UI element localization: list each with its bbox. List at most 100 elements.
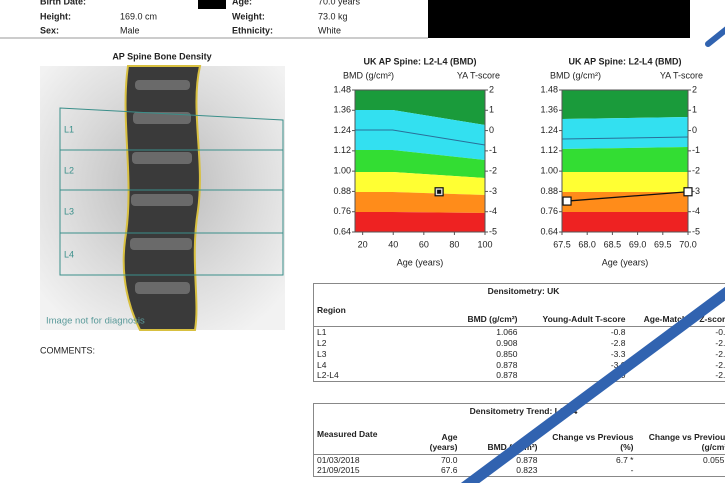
cell: L4 — [317, 359, 327, 370]
x-tick-label: 69.0 — [629, 239, 647, 249]
table-row: 21/09/2015 67.6 0.823 -- — [314, 465, 725, 476]
column-header: Measured Date — [313, 416, 411, 455]
reference-band — [562, 117, 688, 149]
cell: 70.0 — [440, 454, 458, 465]
y2-tick-label: 1 — [489, 105, 494, 115]
chart: UK AP Spine: L2-L4 (BMD) BMD (g/cm²) YA T-… — [333, 56, 500, 267]
cell: 0.878 — [496, 370, 518, 381]
x-tick-label: 68.5 — [604, 239, 622, 249]
y2-tick-label: 2 — [692, 84, 697, 94]
plot-frame — [561, 89, 689, 233]
cell: -2.2 — [715, 337, 725, 348]
reference-line — [561, 136, 689, 140]
column-header: BMD (g/cm²) — [418, 296, 521, 327]
y-tick-label: 0.64 — [333, 226, 351, 236]
title-row: Densitometry: UK — [314, 284, 725, 297]
cell: L2-L4 — [317, 370, 339, 381]
redaction — [428, 0, 690, 38]
reference-band — [355, 110, 485, 160]
cell: L3 — [317, 348, 327, 359]
x-tick-label: 67.5 — [553, 239, 571, 249]
y2-tick-label: -5 — [692, 226, 700, 236]
cell: 01/03/2018 — [317, 454, 360, 465]
table-row: L1 1.066 -0.8 -0.3 — [314, 326, 725, 337]
field-label: Age: — [232, 0, 252, 6]
reference-band — [562, 90, 688, 119]
field-label: Weight: — [232, 11, 265, 21]
cell: L1 — [317, 326, 327, 337]
table-row: L4 0.878 -3.0 -2.5 — [314, 359, 725, 370]
region-label: L3 — [64, 206, 74, 216]
table-title: Densitometry Trend: L2-L4 — [469, 406, 578, 416]
x-tick-label: 68.0 — [578, 239, 596, 249]
y-axis-label: BMD (g/cm²) — [550, 70, 601, 80]
y-tick-label: 1.24 — [540, 125, 558, 135]
field-value: Male — [120, 25, 140, 35]
cell: -2.7 — [715, 348, 725, 359]
y2-tick-label: 1 — [692, 105, 697, 115]
cell: 6.7 * — [616, 454, 634, 465]
cell: - — [630, 465, 634, 476]
y2-tick-label: -1 — [489, 145, 497, 155]
y-tick-label: 0.76 — [540, 206, 558, 216]
region-label: L4 — [64, 249, 74, 259]
y2-tick-label: -2 — [489, 166, 497, 176]
region-label: L1 — [64, 124, 74, 134]
x-tick-label: 40 — [388, 239, 398, 249]
cell: -3.3 — [610, 348, 626, 359]
field-label: Height: — [40, 11, 71, 21]
cell: 0.823 — [516, 465, 538, 476]
column-header: Change vs Previous (%) — [540, 416, 637, 455]
column-header: BMD (g/cm²) — [460, 416, 541, 455]
y-tick-label: 1.24 — [333, 125, 351, 135]
y2-tick-label: -3 — [489, 186, 497, 196]
reference-band — [562, 192, 688, 212]
chart-title: UK AP Spine: L2-L4 (BMD) — [363, 56, 476, 66]
data-table: Densitometry: UK Region BMD (g/cm²) Young-A… — [313, 283, 725, 382]
cell: 1.066 — [496, 326, 518, 337]
cell: -3.0 — [610, 359, 626, 370]
y-tick-label: 0.88 — [540, 186, 558, 196]
column-header: Change vs Previous (g/cm²) — [636, 416, 725, 455]
cell: -0.3 — [715, 326, 725, 337]
chart-title: UK AP Spine: L2-L4 (BMD) — [568, 56, 681, 66]
y-tick-label: 1.36 — [540, 105, 558, 115]
y-tick-label: 1.12 — [540, 145, 558, 155]
field-value: 70.0 years — [318, 0, 361, 6]
image-title: AP Spine Bone Density — [112, 51, 211, 61]
reference-band — [355, 90, 485, 125]
field-value: White — [318, 25, 341, 35]
x-tick-label: 80 — [449, 239, 459, 249]
y2-axis-label: YA T-score — [457, 70, 500, 80]
y2-tick-label: -4 — [692, 206, 700, 216]
x-tick-label: 100 — [477, 239, 492, 249]
cell: 0.850 — [496, 348, 518, 359]
cell: 0.878 — [516, 454, 538, 465]
y-axis-label: BMD (g/cm²) — [343, 70, 394, 80]
data-point — [683, 187, 693, 197]
cell: 0.908 — [496, 337, 518, 348]
y2-tick-label: -2 — [692, 166, 700, 176]
y-tick-label: 0.76 — [333, 206, 351, 216]
region-label: L2 — [64, 165, 74, 175]
y2-tick-label: -1 — [692, 145, 700, 155]
y-tick-label: 1.48 — [540, 84, 558, 94]
cell: -2.5 — [715, 370, 725, 381]
y-tick-label: 1.00 — [333, 166, 351, 176]
field-value: 73.0 kg — [318, 11, 348, 21]
spine-image — [40, 65, 285, 331]
cell: -3.0 — [610, 370, 626, 381]
reference-band — [355, 192, 485, 213]
y-tick-label: 0.64 — [540, 226, 558, 236]
data-table: Densitometry Trend: L2-L4 Measured Date Ag… — [313, 403, 725, 477]
table-title: Densitometry: UK — [487, 286, 560, 296]
cell: -0.8 — [610, 326, 626, 337]
reference-line — [355, 129, 486, 146]
field-value: 169.0 cm — [120, 11, 157, 21]
y2-axis-label: YA T-score — [660, 70, 703, 80]
x-tick-label: 70.0 — [679, 239, 697, 249]
y-tick-label: 1.12 — [333, 145, 351, 155]
title-row: Densitometry Trend: L2-L4 — [314, 404, 725, 417]
